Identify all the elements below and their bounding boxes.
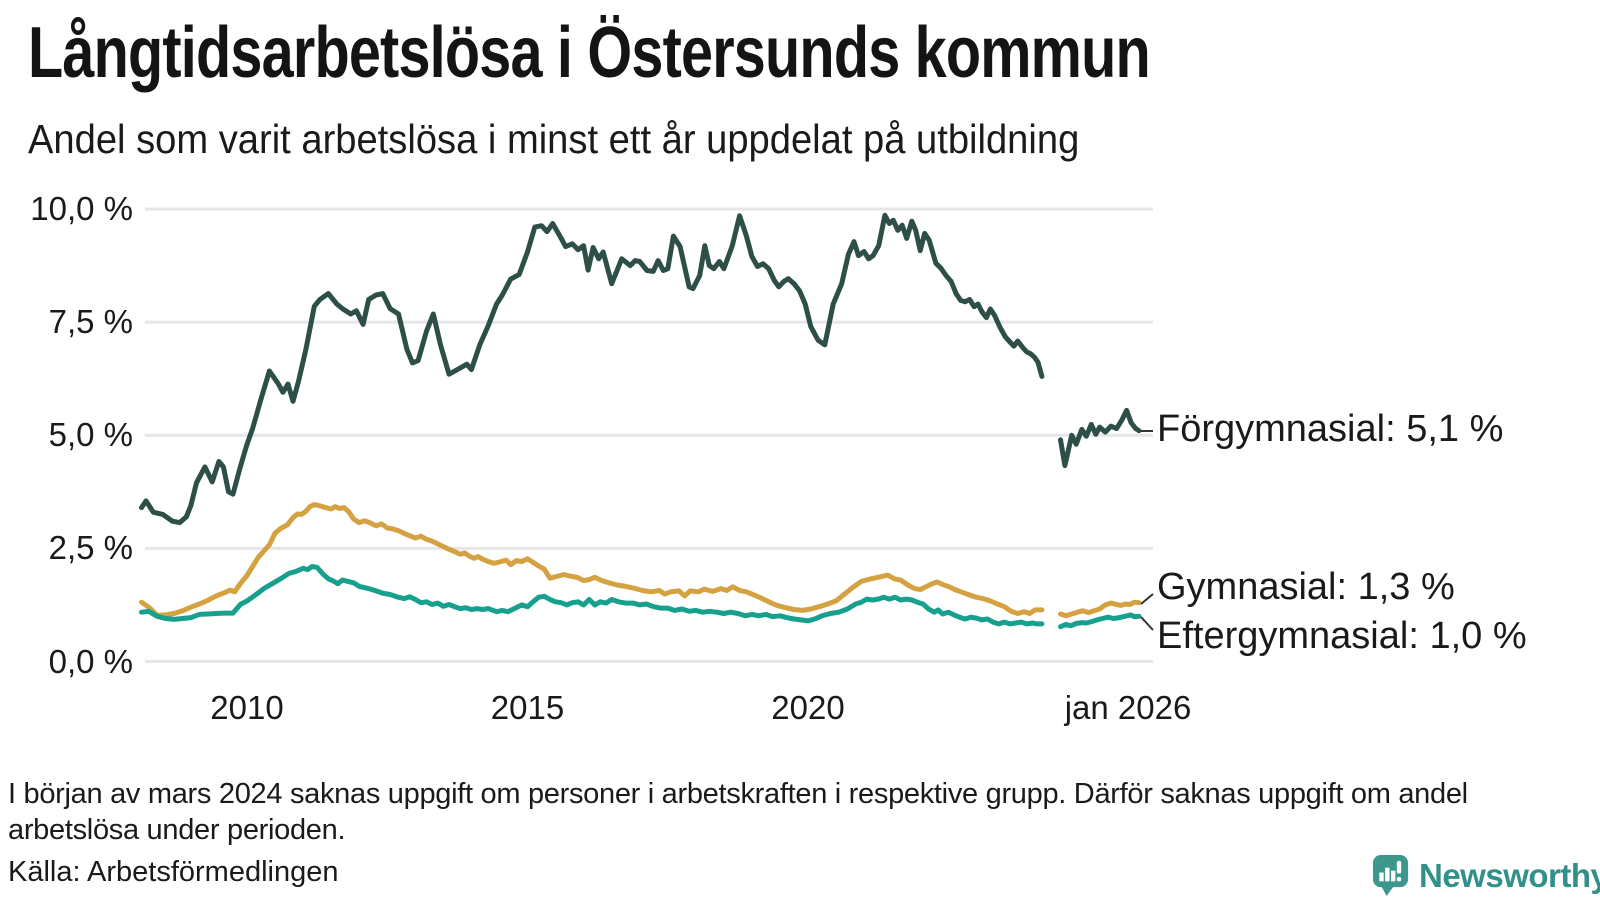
label-connector-gymnasial [1140,593,1154,605]
newsworthy-chart-bubble-icon [1372,855,1409,896]
y-tick-label: 2,5 % [48,529,133,567]
series-line-förgymnasial [1058,407,1142,469]
series-line-gymnasial [139,502,1045,618]
series-label-eftergymnasial: Eftergymnasial: 1,0 % [1157,615,1527,657]
label-connector-eftergymnasial [1140,616,1154,631]
series-line-förgymnasial [139,212,1045,526]
newsworthy-logo: Newsworthy [1372,854,1600,897]
x-tick-label: 2020 [771,689,845,726]
page-title: Långtidsarbetslösa i Östersunds kommun [28,13,1151,93]
series-line-eftergymnasial [1058,612,1142,630]
y-tick-label: 0,0 % [48,642,133,680]
x-tick-label: 2015 [490,689,565,726]
y-tick-label: 10,0 % [30,190,133,227]
series-line-gymnasial [1058,599,1142,619]
footnote: I början av mars 2024 saknas uppgift om … [8,778,1468,846]
source-label: Källa: Arbetsförmedlingen [8,856,339,888]
x-tick-label: jan 2026 [1064,689,1192,726]
x-tick-label: 2010 [210,689,284,726]
page-subtitle: Andel som varit arbetslösa i minst ett å… [28,116,1080,162]
y-tick-label: 5,0 % [48,416,133,454]
newsworthy-wordmark: Newsworthy [1419,856,1600,894]
y-tick-label: 7,5 % [48,303,133,341]
series-line-eftergymnasial [139,564,1045,627]
series-label-gymnasial: Gymnasial: 1,3 % [1157,566,1455,608]
series-label-förgymnasial: Förgymnasial: 5,1 % [1157,408,1504,450]
